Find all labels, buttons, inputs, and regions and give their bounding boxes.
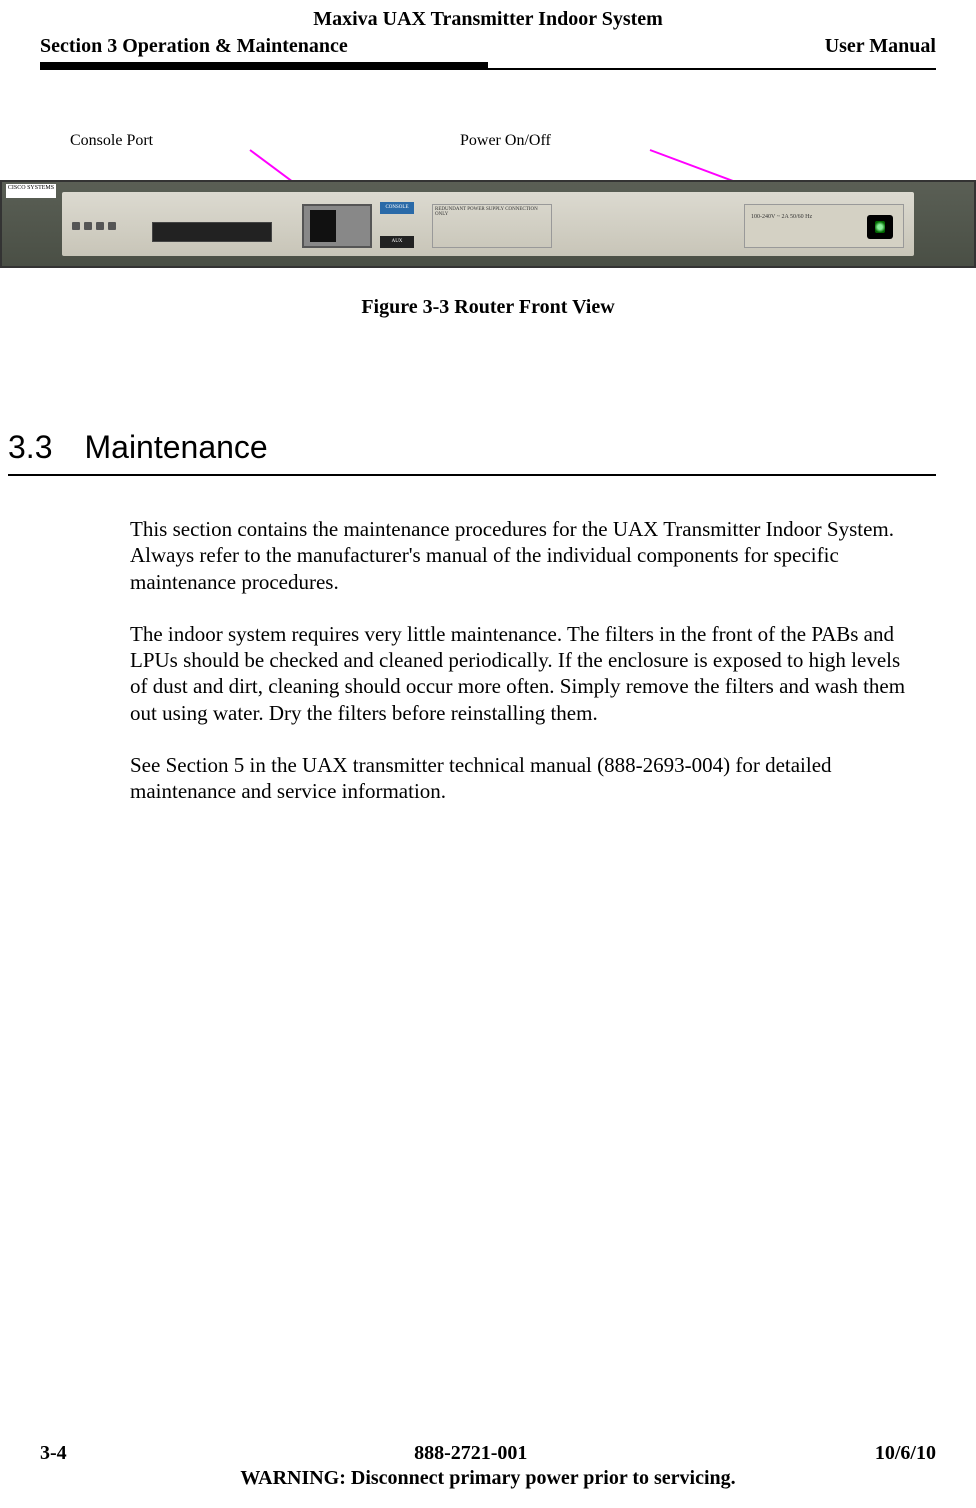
page-footer: 3-4 888-2721-001 10/6/10 WARNING: Discon… — [0, 1442, 976, 1490]
status-leds — [72, 222, 116, 230]
user-manual-label: User Manual — [825, 35, 936, 58]
power-onoff-label: Power On/Off — [460, 132, 551, 150]
figure-caption: Figure 3-3 Router Front View — [0, 296, 976, 319]
page-header: Maxiva UAX Transmitter Indoor System Sec… — [0, 0, 976, 72]
console-port-tag: CONSOLE — [380, 202, 414, 214]
section-heading: 3.3 Maintenance — [8, 429, 936, 474]
body-text: This section contains the maintenance pr… — [130, 516, 916, 804]
footer-date: 10/6/10 — [875, 1442, 936, 1465]
power-area: 100-240V ~ 2A 50/60 Hz — [744, 204, 904, 248]
annotation-row: Console Port Power On/Off — [0, 132, 976, 160]
compact-flash-slot — [152, 222, 272, 242]
page-number: 3-4 — [40, 1442, 67, 1465]
section-rule — [8, 474, 936, 476]
doc-number: 888-2721-001 — [414, 1442, 527, 1465]
console-port-label: Console Port — [70, 132, 153, 150]
paragraph-3: See Section 5 in the UAX transmitter tec… — [130, 752, 916, 805]
doc-title: Maxiva UAX Transmitter Indoor System — [40, 8, 936, 31]
power-switch-icon — [867, 215, 893, 239]
section-title: Maintenance — [84, 429, 267, 466]
footer-warning: WARNING: Disconnect primary power prior … — [40, 1467, 936, 1490]
section-name: Section 3 Operation & Maintenance — [40, 35, 348, 58]
router-front-image: CISCO SYSTEMS CONSOLE AUX REDUNDANT POWE… — [0, 180, 976, 268]
psu-label: REDUNDANT POWER SUPPLY CONNECTION ONLY — [432, 204, 552, 248]
header-rule — [40, 62, 936, 72]
paragraph-1: This section contains the maintenance pr… — [130, 516, 916, 595]
cisco-logo: CISCO SYSTEMS — [6, 184, 56, 198]
header-row: Section 3 Operation & Maintenance User M… — [40, 35, 936, 60]
figure-area: Console Port Power On/Off CISCO SYSTEMS … — [0, 132, 976, 319]
ethernet-ports — [302, 204, 372, 248]
paragraph-2: The indoor system requires very little m… — [130, 621, 916, 726]
aux-port-tag: AUX — [380, 236, 414, 248]
power-rating-label: 100-240V ~ 2A 50/60 Hz — [751, 213, 812, 221]
footer-row: 3-4 888-2721-001 10/6/10 — [40, 1442, 936, 1465]
section-number: 3.3 — [8, 429, 52, 466]
